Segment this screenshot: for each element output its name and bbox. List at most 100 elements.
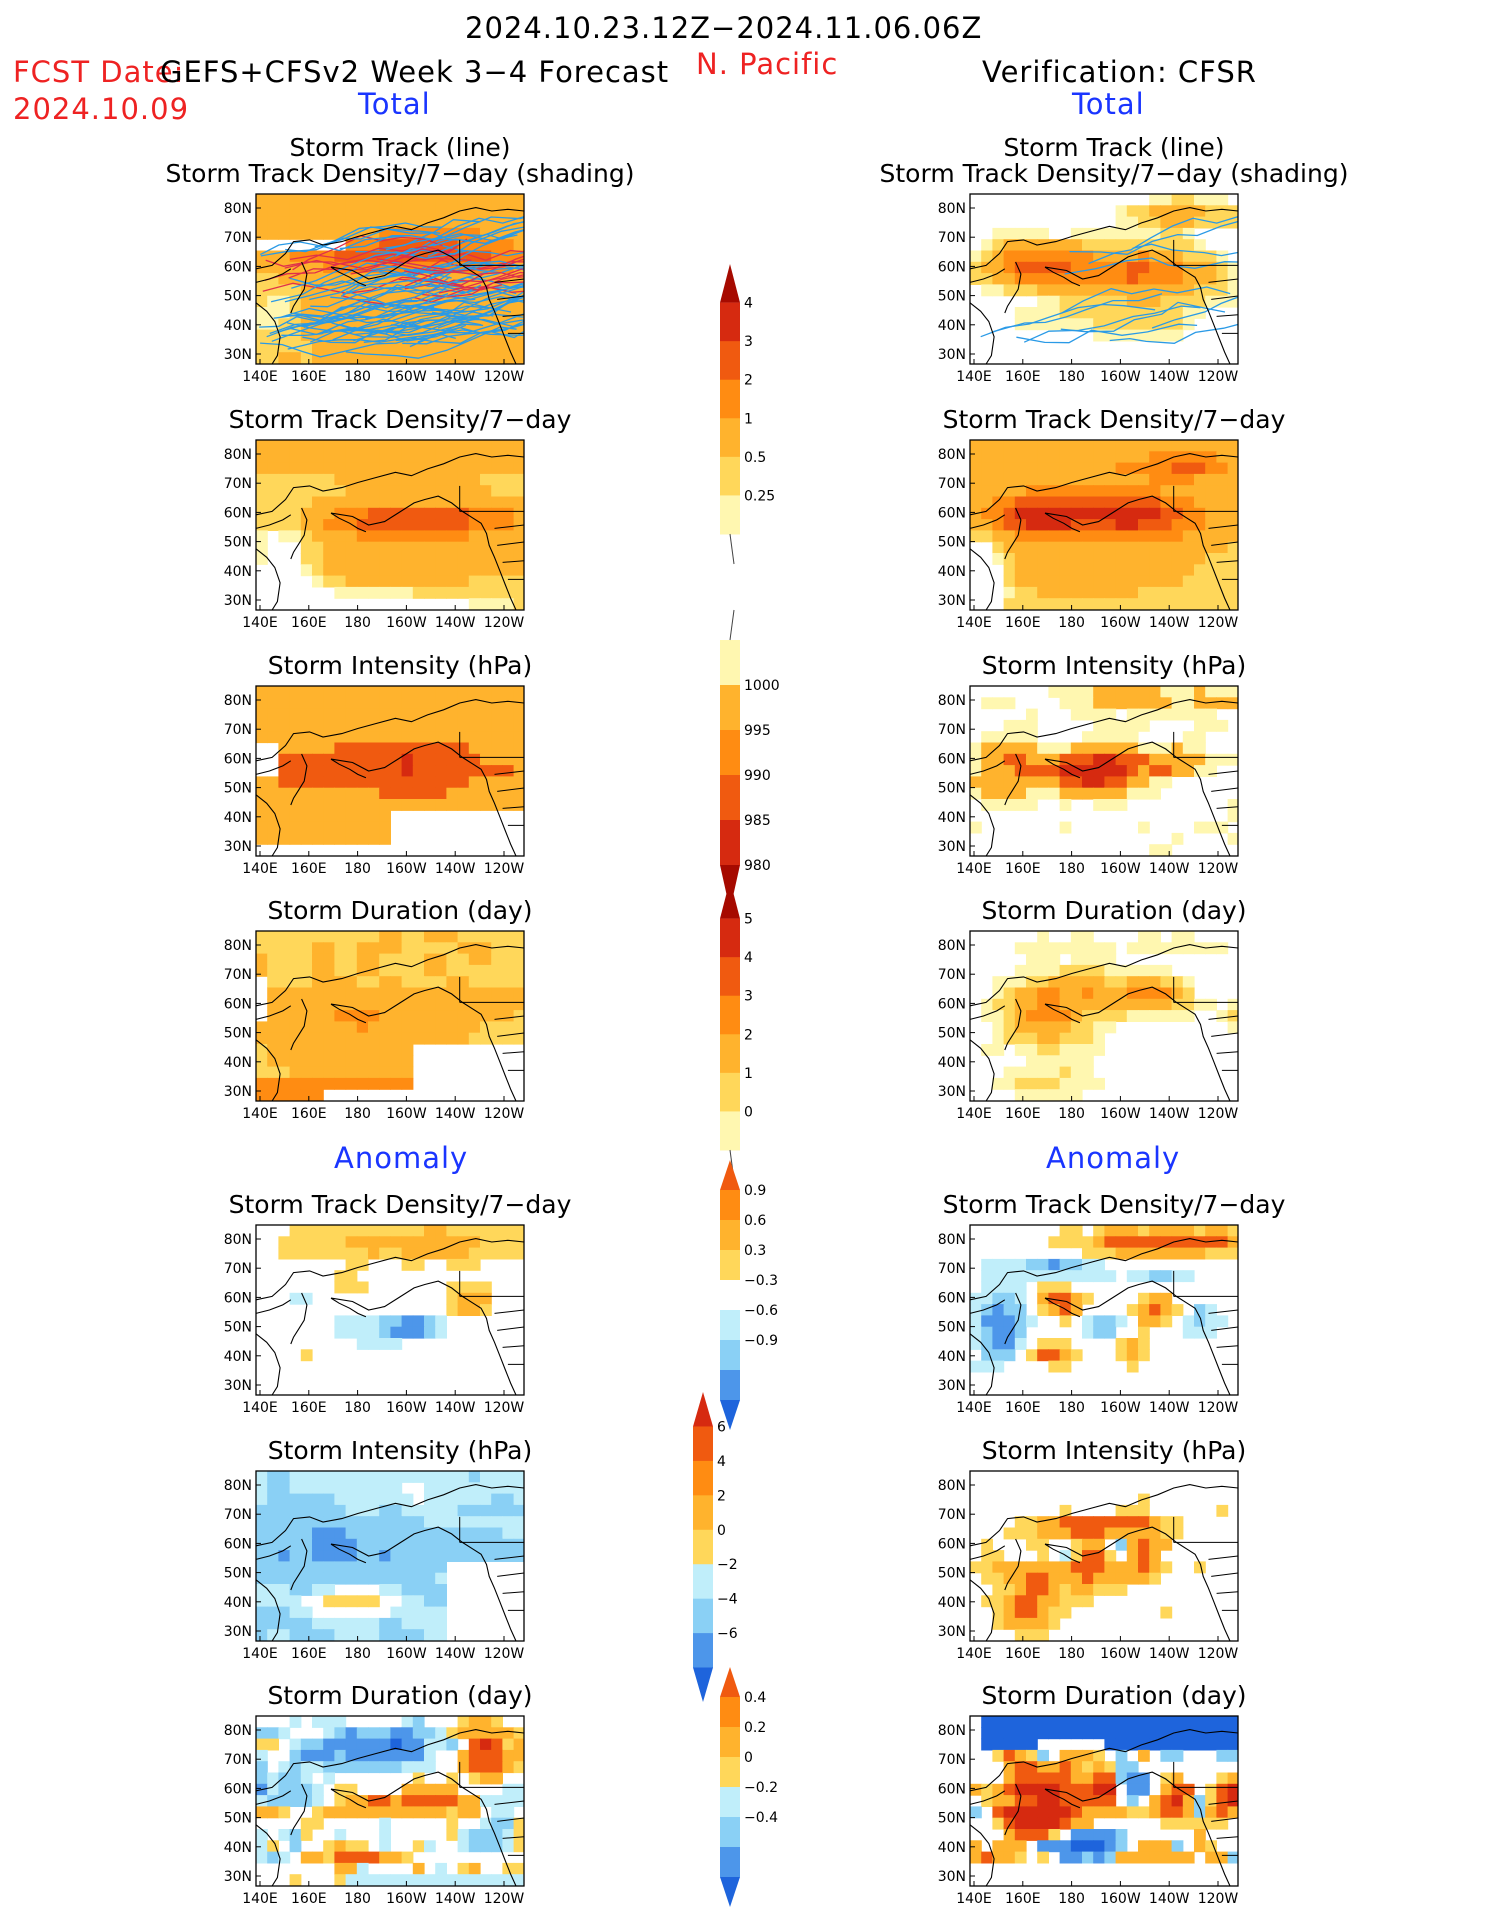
field-cell xyxy=(981,273,993,285)
field-cell xyxy=(1082,1315,1094,1328)
border-line-3 xyxy=(497,1817,525,1822)
xtick-label: 180 xyxy=(1058,1891,1085,1907)
field-cell xyxy=(1048,976,1061,989)
field-cell xyxy=(1003,1561,1016,1574)
field-cell xyxy=(1160,742,1173,755)
field-cell xyxy=(1003,575,1016,588)
xtick-label: 160E xyxy=(1005,1400,1041,1416)
field-cell xyxy=(368,352,380,364)
field-cell xyxy=(1160,519,1173,531)
field-cell xyxy=(1048,1349,1061,1362)
field-cell xyxy=(1138,1010,1150,1022)
field-cell xyxy=(334,1783,347,1796)
field-cell xyxy=(379,1584,391,1596)
field-cell xyxy=(368,1749,380,1762)
field-cell xyxy=(356,799,369,811)
field-cell xyxy=(390,1493,403,1506)
field-cell xyxy=(412,931,425,943)
field-cell xyxy=(267,261,279,274)
panel-title-left-anom-duration-0: Storm Duration (day) xyxy=(267,1681,532,1710)
storm-track-line xyxy=(1023,305,1201,343)
field-cell xyxy=(1026,1727,1038,1740)
field-cell xyxy=(312,1044,324,1056)
field-cell xyxy=(513,340,524,353)
field-cell xyxy=(312,753,324,766)
field-cell xyxy=(1093,1270,1105,1283)
field-cell xyxy=(1104,1516,1117,1529)
field-cell xyxy=(334,931,347,943)
field-cell xyxy=(1059,1840,1072,1853)
field-cell xyxy=(1194,1326,1206,1339)
field-cell xyxy=(1104,1795,1117,1807)
field-cell xyxy=(513,697,524,710)
field-cell xyxy=(1014,1516,1027,1529)
xtick-label: 140E xyxy=(956,1646,992,1662)
field-cell xyxy=(1026,473,1038,486)
field-cell xyxy=(1104,1572,1117,1585)
field-cell xyxy=(401,440,414,452)
field-cell xyxy=(1227,1772,1238,1785)
field-cell xyxy=(1014,598,1027,610)
storm-track-line xyxy=(1088,216,1238,265)
field-cell xyxy=(323,1538,335,1551)
storm-track-line xyxy=(404,271,524,287)
field-cell xyxy=(468,1010,481,1022)
field-cell xyxy=(390,1516,403,1529)
field-cell xyxy=(1082,261,1094,274)
field-cell xyxy=(1059,686,1072,698)
field-cell xyxy=(1149,541,1161,554)
field-cell xyxy=(356,1338,369,1350)
field-cell xyxy=(1048,1066,1061,1079)
field-cell xyxy=(379,1021,391,1034)
field-cell xyxy=(412,329,425,342)
field-cell xyxy=(435,1236,447,1249)
field-cell xyxy=(312,1584,324,1596)
field-cell xyxy=(1115,1247,1128,1260)
field-cell xyxy=(390,1527,403,1540)
field-cell xyxy=(1171,496,1184,509)
field-cell xyxy=(312,1749,324,1762)
field-cell xyxy=(457,931,470,943)
field-cell xyxy=(267,340,279,353)
field-cell xyxy=(1070,485,1083,498)
coastline-4 xyxy=(330,1003,367,1024)
field-cell xyxy=(323,1584,335,1596)
field-cell xyxy=(981,1851,993,1864)
field-cell xyxy=(323,1055,335,1068)
field-cell xyxy=(491,462,503,475)
field-cell xyxy=(267,1840,279,1853)
field-cell xyxy=(1093,485,1105,498)
field-cell xyxy=(491,553,503,565)
field-cell xyxy=(457,953,470,966)
field-cell xyxy=(491,787,503,800)
field-cell xyxy=(1014,753,1027,766)
field-cell xyxy=(1194,1247,1206,1260)
field-cell xyxy=(1160,1247,1173,1260)
field-cell xyxy=(446,318,459,331)
field-cell xyxy=(256,329,268,342)
field-cell xyxy=(1014,1527,1027,1540)
field-cell xyxy=(345,1761,358,1774)
field-cell xyxy=(1093,284,1105,297)
colorbar-label: 990 xyxy=(744,768,771,784)
field-cell xyxy=(1216,496,1229,509)
field-cell xyxy=(300,1527,313,1540)
field-cell xyxy=(401,1617,414,1630)
field-cell xyxy=(356,284,369,297)
field-cell xyxy=(1182,307,1195,319)
field-cell xyxy=(368,496,380,509)
fcst-date-value: 2024.10.09 xyxy=(13,92,190,126)
field-cell xyxy=(334,753,347,766)
field-cell xyxy=(457,1749,470,1762)
field-cell xyxy=(323,227,335,240)
field-cell xyxy=(334,473,347,486)
field-cell xyxy=(1149,1292,1161,1305)
field-cell xyxy=(457,1716,470,1728)
field-cell xyxy=(323,1617,335,1630)
field-cell xyxy=(368,318,380,331)
ytick-label: 30N xyxy=(224,839,252,855)
colorbar-arrow-top xyxy=(720,1667,740,1697)
field-cell xyxy=(345,1270,358,1283)
field-cell xyxy=(1194,1304,1206,1316)
field-cell xyxy=(1160,765,1173,777)
